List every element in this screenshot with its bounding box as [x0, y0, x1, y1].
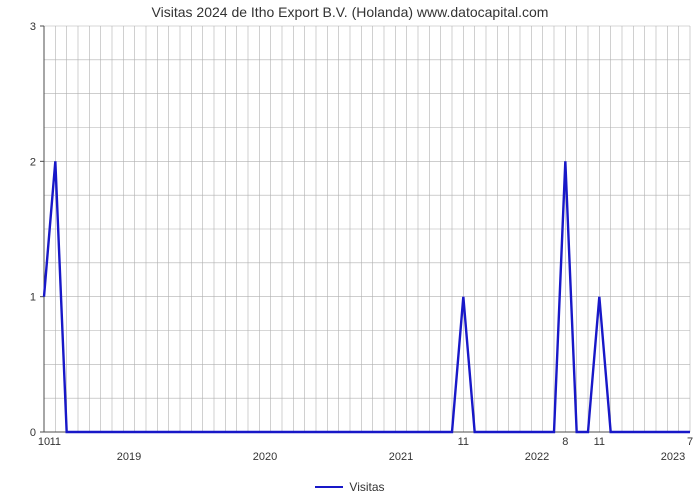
line-chart: 0123101111811720192020202120222023 — [0, 0, 700, 500]
chart-legend: Visitas — [0, 479, 700, 494]
svg-text:2023: 2023 — [661, 451, 685, 463]
svg-text:11: 11 — [50, 436, 61, 448]
svg-text:7: 7 — [687, 436, 693, 448]
svg-text:2021: 2021 — [389, 451, 413, 463]
svg-text:2022: 2022 — [525, 451, 549, 463]
svg-text:11: 11 — [458, 436, 469, 448]
svg-text:10: 10 — [38, 436, 50, 448]
svg-text:11: 11 — [594, 436, 605, 448]
legend-swatch — [315, 486, 343, 488]
svg-text:2: 2 — [30, 156, 36, 168]
svg-text:3: 3 — [30, 21, 36, 33]
svg-text:2019: 2019 — [117, 451, 141, 463]
svg-text:2020: 2020 — [253, 451, 277, 463]
svg-text:0: 0 — [30, 427, 36, 439]
legend-label: Visitas — [349, 480, 384, 494]
svg-text:8: 8 — [562, 436, 568, 448]
svg-text:1: 1 — [30, 292, 36, 304]
